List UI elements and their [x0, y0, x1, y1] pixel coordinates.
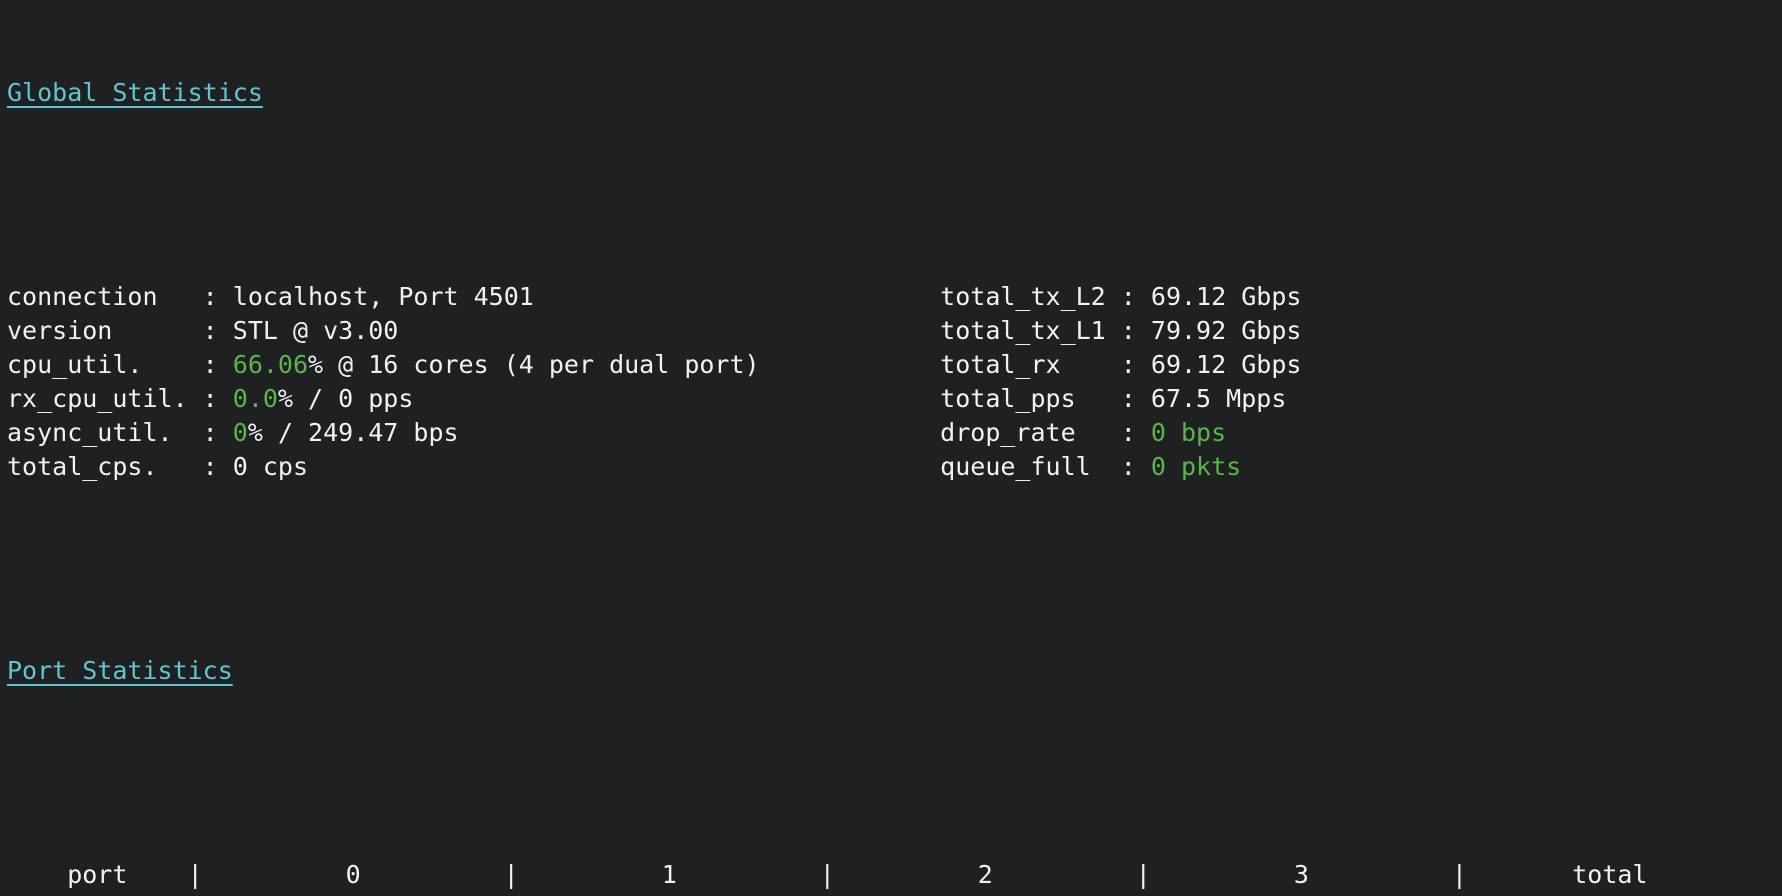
stat-value: 69.12 Gbps: [1150, 282, 1302, 311]
column-header: 1 |: [519, 858, 835, 892]
pipe-divider: |: [1135, 860, 1151, 889]
stat-label: queue_full: [940, 452, 1121, 481]
blank-line: [7, 178, 1782, 212]
header-text: 0: [345, 860, 361, 889]
stat-label: version: [7, 316, 203, 345]
header-text: port: [67, 860, 128, 889]
stat-label: total_rx: [940, 350, 1121, 379]
stat-value: 0: [232, 418, 248, 447]
stat-value: 0 bps: [1150, 418, 1227, 447]
colon: :: [202, 452, 233, 481]
stat-left: total_cps. : 0 cps: [7, 450, 940, 484]
port-column-label: port |: [7, 858, 203, 892]
column-header: 3 |: [1151, 858, 1467, 892]
header-text: 3: [1293, 860, 1309, 889]
stat-label: cpu_util.: [7, 350, 203, 379]
stat-value: 0 pkts: [1150, 452, 1242, 481]
stat-value: 0 cps: [232, 452, 309, 481]
stat-right: queue_full : 0 pkts: [940, 450, 1241, 484]
colon: :: [1120, 384, 1151, 413]
stat-value: 0.0: [232, 384, 278, 413]
stat-value: 67.5 Mpps: [1150, 384, 1287, 413]
colon: :: [202, 316, 233, 345]
stat-value: 69.12 Gbps: [1150, 350, 1302, 379]
stat-label: total_tx_L1: [940, 316, 1121, 345]
colon: :: [202, 350, 233, 379]
colon: :: [202, 282, 233, 311]
port-statistics-heading: Port Statistics: [7, 654, 1782, 688]
colon: :: [202, 384, 233, 413]
stat-label: async_util.: [7, 418, 203, 447]
stat-label: total_pps: [940, 384, 1121, 413]
header-text: 1: [661, 860, 677, 889]
blank-line: [7, 552, 1782, 586]
stat-right: total_rx : 69.12 Gbps: [940, 348, 1301, 382]
stat-row: total_cps. : 0 cps queue_full : 0 pkts: [7, 450, 1782, 484]
stat-right: total_tx_L2 : 69.12 Gbps: [940, 280, 1301, 314]
stat-value: % / 0 pps: [277, 384, 414, 413]
blank-line: [7, 756, 1782, 790]
global-statistics-title: Global Statistics: [7, 78, 263, 107]
stat-left: cpu_util. : 66.06% @ 16 cores (4 per dua…: [7, 348, 940, 382]
colon: :: [1120, 418, 1151, 447]
stat-label: drop_rate: [940, 418, 1121, 447]
stat-label: total_cps.: [7, 452, 203, 481]
pipe-divider: |: [187, 860, 203, 889]
colon: :: [1120, 350, 1151, 379]
port-statistics-table: port|0|1|2|3|total------------+---------…: [7, 858, 1782, 896]
header-text: 2: [977, 860, 993, 889]
stat-right: total_pps : 67.5 Mpps: [940, 382, 1286, 416]
stat-value: 66.06: [232, 350, 309, 379]
column-header-total: total: [1467, 858, 1753, 892]
colon: :: [1120, 452, 1151, 481]
global-statistics-block: connection : localhost, Port 4501 total_t…: [7, 280, 1782, 484]
stat-row: version : STL @ v3.00 total_tx_L1 : 79.92…: [7, 314, 1782, 348]
stat-label: rx_cpu_util.: [7, 384, 203, 413]
port-statistics-title: Port Statistics: [7, 656, 233, 685]
stat-left: version : STL @ v3.00: [7, 314, 940, 348]
pipe-divider: |: [819, 860, 835, 889]
stat-row: async_util. : 0% / 249.47 bps drop_rate :…: [7, 416, 1782, 450]
stat-left: rx_cpu_util. : 0.0% / 0 pps: [7, 382, 940, 416]
header-text: total: [1572, 860, 1648, 889]
colon: :: [1120, 282, 1151, 311]
colon: :: [202, 418, 233, 447]
column-header: 0 |: [203, 858, 519, 892]
stat-left: async_util. : 0% / 249.47 bps: [7, 416, 940, 450]
pipe-divider: |: [503, 860, 519, 889]
stat-right: drop_rate : 0 bps: [940, 416, 1226, 450]
port-table-header-row: port | 0 | 1 | 2 | 3 | total: [7, 858, 1782, 892]
stat-value: 79.92 Gbps: [1150, 316, 1302, 345]
stat-value: localhost, Port 4501: [232, 282, 534, 311]
column-header: 2 |: [835, 858, 1151, 892]
stat-left: connection : localhost, Port 4501: [7, 280, 940, 314]
colon: :: [1120, 316, 1151, 345]
stat-right: total_tx_L1 : 79.92 Gbps: [940, 314, 1301, 348]
stat-row: cpu_util. : 66.06% @ 16 cores (4 per dua…: [7, 348, 1782, 382]
stat-row: rx_cpu_util. : 0.0% / 0 pps total_pps : 6…: [7, 382, 1782, 416]
pipe-divider: |: [1451, 860, 1467, 889]
stat-value: % / 249.47 bps: [247, 418, 459, 447]
global-statistics-heading: Global Statistics: [7, 76, 1782, 110]
stat-value: STL @ v3.00: [232, 316, 399, 345]
separator-dashes: ------------+--------------------+------…: [7, 894, 1753, 896]
stat-label: total_tx_L2: [940, 282, 1121, 311]
stat-value: % @ 16 cores (4 per dual port): [308, 350, 760, 379]
stat-label: connection: [7, 282, 203, 311]
stat-row: connection : localhost, Port 4501 total_t…: [7, 280, 1782, 314]
table-separator-row: ------------+--------------------+------…: [7, 892, 1782, 896]
